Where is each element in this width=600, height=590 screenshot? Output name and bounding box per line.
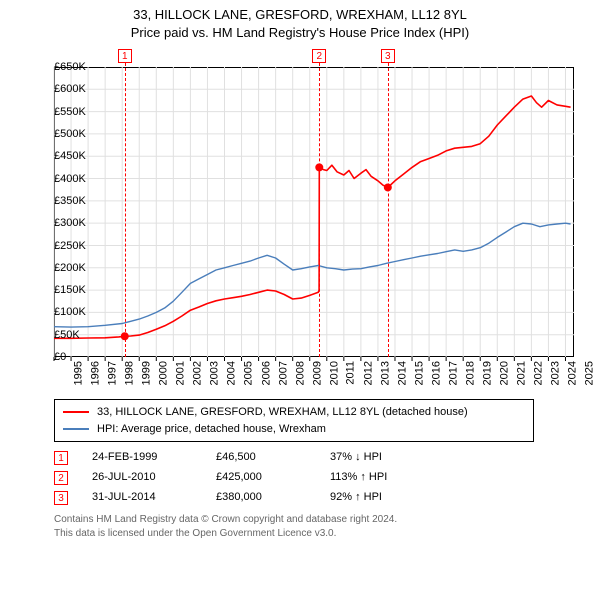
sale-flag: 3 xyxy=(381,49,395,63)
legend-box: 33, HILLOCK LANE, GRESFORD, WREXHAM, LL1… xyxy=(54,399,534,442)
x-tick-label: 2004 xyxy=(226,361,238,385)
y-tick-label: £450K xyxy=(54,150,58,162)
x-tick-label: 2006 xyxy=(260,361,272,385)
x-tick-label: 2001 xyxy=(175,361,187,385)
x-tick-label: 2019 xyxy=(482,361,494,385)
sale-row-price: £425,000 xyxy=(216,468,306,488)
series-line xyxy=(54,96,571,338)
y-tick-label: £400K xyxy=(54,173,58,185)
x-tick-label: 2014 xyxy=(396,361,408,385)
x-tick-label: 2000 xyxy=(158,361,170,385)
title-line-2: Price paid vs. HM Land Registry's House … xyxy=(10,24,590,42)
y-tick-label: £350K xyxy=(54,195,58,207)
sale-row-pct: 113% ↑ HPI xyxy=(330,468,430,488)
sale-row: 2 26-JUL-2010 £425,000 113% ↑ HPI xyxy=(54,468,590,488)
x-tick-label: 2011 xyxy=(344,361,356,385)
y-tick-label: £600K xyxy=(54,83,58,95)
y-tick-label: £150K xyxy=(54,284,58,296)
x-tick-label: 2018 xyxy=(465,361,477,385)
x-tick-label: 2023 xyxy=(550,361,562,385)
y-tick-label: £0 xyxy=(54,351,58,363)
sale-row-index: 3 xyxy=(54,491,68,505)
legend-item: 33, HILLOCK LANE, GRESFORD, WREXHAM, LL1… xyxy=(63,404,525,421)
x-tick-label: 1997 xyxy=(107,361,119,385)
x-tick-label: 2017 xyxy=(448,361,460,385)
sale-row-index: 2 xyxy=(54,471,68,485)
x-tick-label: 2022 xyxy=(533,361,545,385)
x-tick-label: 2013 xyxy=(379,361,391,385)
footer-line-1: Contains HM Land Registry data © Crown c… xyxy=(54,513,590,527)
sale-flag-line xyxy=(125,63,126,357)
y-tick-label: £550K xyxy=(54,106,58,118)
y-tick-label: £300K xyxy=(54,217,58,229)
sale-row-date: 31-JUL-2014 xyxy=(92,488,192,508)
y-tick-label: £500K xyxy=(54,128,58,140)
sale-row: 3 31-JUL-2014 £380,000 92% ↑ HPI xyxy=(54,488,590,508)
legend-label: 33, HILLOCK LANE, GRESFORD, WREXHAM, LL1… xyxy=(97,404,468,421)
x-tick-label: 1995 xyxy=(72,361,84,385)
sale-row: 1 24-FEB-1999 £46,500 37% ↓ HPI xyxy=(54,448,590,468)
sale-flag: 2 xyxy=(312,49,326,63)
sale-row-price: £46,500 xyxy=(216,448,306,468)
x-tick-label: 1999 xyxy=(141,361,153,385)
price-chart: £0 £50K £100K £150K £200K £250K £300K £350K £400… xyxy=(10,45,590,395)
y-tick-label: £50K xyxy=(54,329,58,341)
sale-row-index: 1 xyxy=(54,451,68,465)
legend-swatch xyxy=(63,411,89,413)
sale-row-price: £380,000 xyxy=(216,488,306,508)
series-line xyxy=(54,223,571,327)
x-tick-label: 2010 xyxy=(328,361,340,385)
chart-svg xyxy=(10,45,590,395)
y-tick-label: £200K xyxy=(54,262,58,274)
footer-line-2: This data is licensed under the Open Gov… xyxy=(54,527,590,541)
y-tick-label: £250K xyxy=(54,240,58,252)
x-tick-label: 2007 xyxy=(277,361,289,385)
x-tick-label: 2015 xyxy=(413,361,425,385)
title-line-1: 33, HILLOCK LANE, GRESFORD, WREXHAM, LL1… xyxy=(10,6,590,24)
sale-flag-line xyxy=(388,63,389,357)
x-tick-label: 2021 xyxy=(516,361,528,385)
sale-flag-line xyxy=(319,63,320,357)
sales-table: 1 24-FEB-1999 £46,500 37% ↓ HPI 2 26-JUL-2010… xyxy=(54,448,590,507)
sale-row-date: 26-JUL-2010 xyxy=(92,468,192,488)
x-tick-label: 2009 xyxy=(311,361,323,385)
x-tick-label: 2005 xyxy=(243,361,255,385)
x-tick-label: 2020 xyxy=(499,361,511,385)
x-tick-label: 2012 xyxy=(362,361,374,385)
x-tick-label: 2024 xyxy=(567,361,579,385)
x-tick-label: 2025 xyxy=(584,361,596,385)
y-tick-label: £100K xyxy=(54,306,58,318)
x-tick-label: 2008 xyxy=(294,361,306,385)
sale-row-pct: 92% ↑ HPI xyxy=(330,488,430,508)
x-tick-label: 1998 xyxy=(124,361,136,385)
x-tick-label: 1996 xyxy=(90,361,102,385)
x-tick-label: 2002 xyxy=(192,361,204,385)
sale-row-date: 24-FEB-1999 xyxy=(92,448,192,468)
sale-row-pct: 37% ↓ HPI xyxy=(330,448,430,468)
legend-label: HPI: Average price, detached house, Wrex… xyxy=(97,421,326,438)
y-tick-label: £650K xyxy=(54,61,58,73)
x-tick-label: 2016 xyxy=(431,361,443,385)
legend-swatch xyxy=(63,428,89,430)
x-tick-label: 2003 xyxy=(209,361,221,385)
sale-flag: 1 xyxy=(118,49,132,63)
legend-item: HPI: Average price, detached house, Wrex… xyxy=(63,421,525,438)
